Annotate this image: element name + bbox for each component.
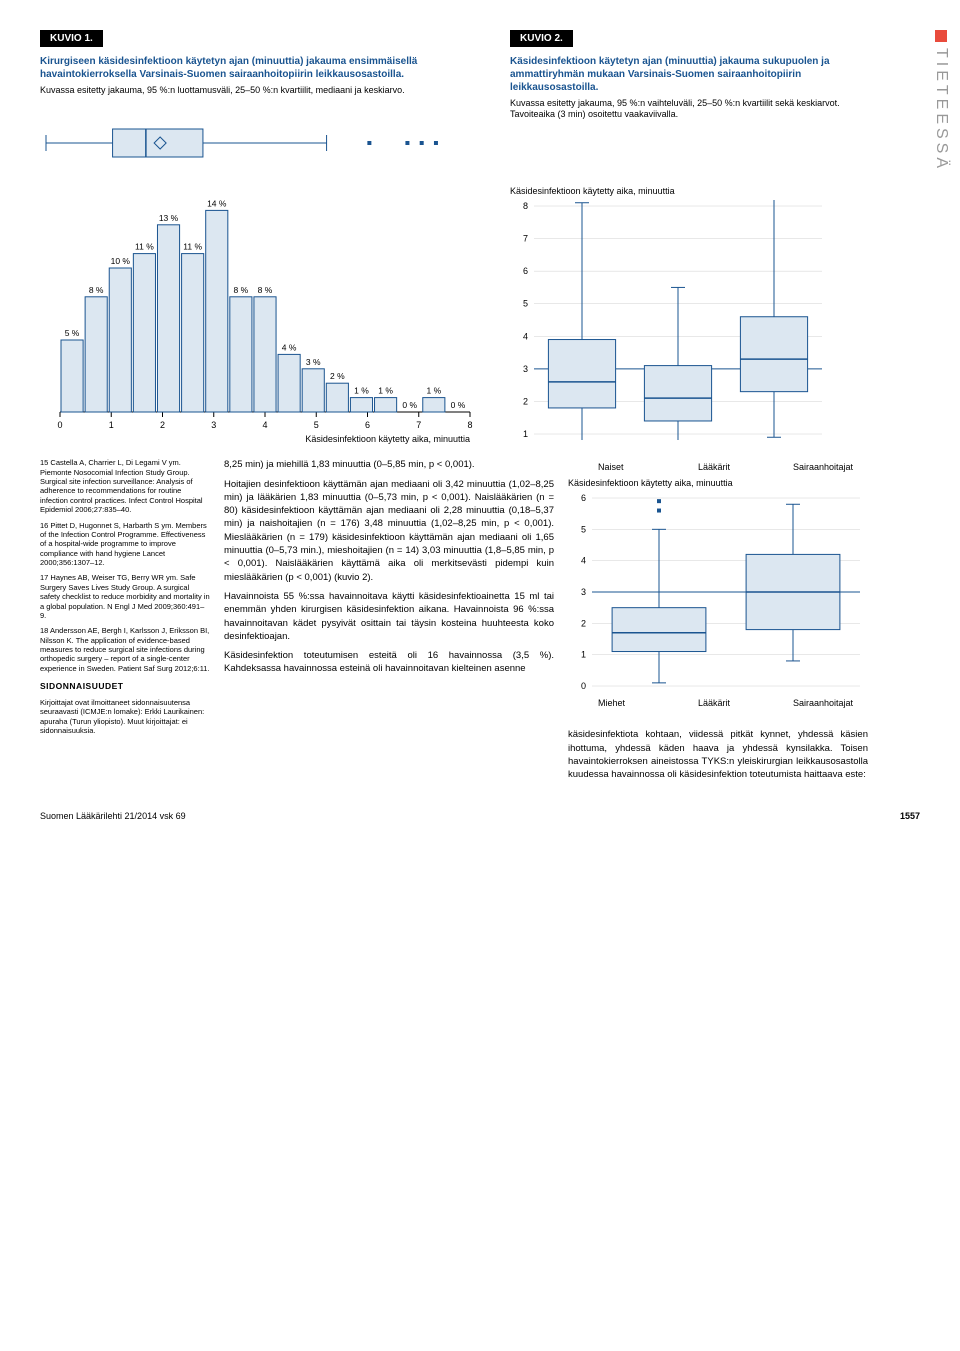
svg-text:2: 2 [581,619,586,629]
xlabel-sair-2: Sairaanhoitajat [793,698,854,708]
svg-text:10 %: 10 % [111,256,131,266]
svg-text:4: 4 [262,420,267,430]
body-paragraph: 8,25 min) ja miehillä 1,83 minuuttia (0–… [224,458,554,471]
svg-text:7: 7 [523,234,528,244]
svg-text:2: 2 [523,397,528,407]
kuvio1-boxplot [40,108,480,178]
svg-text:7: 7 [416,420,421,430]
svg-text:8 %: 8 % [89,285,104,295]
svg-text:0 %: 0 % [451,400,466,410]
svg-text:4: 4 [581,556,586,566]
row-label-miehet: Miehet [598,698,626,708]
barchart: 0 1 2 3 4 5 6 7 8 5 % 8 % 10 % 11 % 13 % 11 % 14 % 8 % 8 … [40,186,480,446]
main-text-column: 8,25 min) ja miehillä 1,83 minuuttia (0–… [224,458,554,781]
svg-text:13 %: 13 % [159,213,179,223]
footer-pagenum: 1557 [900,811,920,821]
kuvio1-label: KUVIO 1. [40,30,103,47]
panel-top-xlabels: Naiset Lääkärit Sairaanhoitajat [568,458,868,476]
svg-text:1: 1 [581,650,586,660]
svg-text:Käsidesinfektioon käytetty aik: Käsidesinfektioon käytetty aika, minuutt… [305,434,470,444]
xlabel-laakarit-1: Lääkärit [698,462,731,472]
references-column: 15 Castella A, Charrier L, Di Legami V y… [40,458,210,781]
kuvio2-label: KUVIO 2. [510,30,573,47]
svg-text:8 %: 8 % [258,285,273,295]
reference-item: 18 Andersson AE, Bergh I, Karlsson J, Er… [40,626,210,673]
xlabel-laakarit-2: Lääkärit [698,698,731,708]
section-tag: TIETEESSÄ [932,30,950,172]
panel-top-chart: 1 2 3 4 5 6 7 8 [510,200,830,440]
svg-text:11 %: 11 % [183,242,202,252]
svg-text:3: 3 [211,420,216,430]
panel-bottom-chart: 0 1 2 3 4 5 6 [568,492,868,692]
reference-item: 17 Haynes AB, Weiser TG, Berry WR ym. Sa… [40,573,210,620]
kuvio1-sub: Kuvassa esitetty jakauma, 95 %:n luottam… [40,85,480,96]
footer-left: Suomen Lääkärilehti 21/2014 vsk 69 [40,811,186,821]
reference-item: 16 Pittet D, Hugonnet S, Harbarth S ym. … [40,521,210,568]
body-paragraph: Käsidesinfektion toteutumisen esteitä ol… [224,649,554,676]
svg-text:8: 8 [523,201,528,211]
svg-text:11 %: 11 % [135,242,154,252]
svg-text:8: 8 [467,420,472,430]
svg-text:6: 6 [581,493,586,503]
svg-text:6: 6 [523,266,528,276]
svg-text:5 %: 5 % [65,328,80,338]
reference-item: 15 Castella A, Charrier L, Di Legami V y… [40,458,210,514]
kuvio2-sub: Kuvassa esitetty jakauma, 95 %:n vaihtel… [510,98,840,121]
svg-text:3: 3 [581,587,586,597]
svg-text:6: 6 [365,420,370,430]
sidonnaisuudet-body: Kirjoittajat ovat ilmoittaneet sidonnais… [40,698,210,736]
svg-text:4 %: 4 % [282,343,297,353]
svg-text:8 %: 8 % [234,285,249,295]
kuvio2-title: Käsidesinfektioon käytetyn ajan (minuutt… [510,55,840,94]
body-paragraph: Havainnoista 55 %:ssa havainnoitava käyt… [224,590,554,643]
svg-text:3 %: 3 % [306,357,321,367]
kuvio2-block: KUVIO 2. Käsidesinfektioon käytetyn ajan… [510,30,840,180]
svg-text:2: 2 [160,420,165,430]
svg-text:1: 1 [109,420,114,430]
sidonnaisuudet-heading: SIDONNAISUUDET [40,681,210,692]
panel-bottom-title: Käsidesinfektioon käytetty aika, minuutt… [568,478,868,488]
svg-text:0 %: 0 % [402,400,417,410]
svg-text:2 %: 2 % [330,371,345,381]
svg-text:3: 3 [523,364,528,374]
row-label-naiset: Naiset [598,462,624,472]
svg-text:14 %: 14 % [207,199,227,209]
svg-text:0: 0 [581,681,586,691]
svg-text:5: 5 [314,420,319,430]
svg-text:0: 0 [57,420,62,430]
svg-text:1 %: 1 % [426,386,441,396]
panel-top-title: Käsidesinfektioon käytetty aika, minuutt… [510,186,840,196]
svg-text:5: 5 [523,299,528,309]
panel-bottom-xlabels: Miehet Lääkärit Sairaanhoitajat [568,694,868,712]
body-paragraph: Hoitajien desinfektioon käyttämän ajan m… [224,478,554,584]
svg-text:5: 5 [581,525,586,535]
xlabel-sair-1: Sairaanhoitajat [793,462,854,472]
svg-text:1: 1 [523,429,528,439]
kuvio1-block: KUVIO 1. Kirurgiseen käsidesinfektioon k… [40,30,480,180]
kuvio1-title: Kirurgiseen käsidesinfektioon käytetyn a… [40,55,480,81]
right-continuation-text: käsidesinfektiota kohtaan, viidessä pitk… [568,728,868,781]
svg-text:4: 4 [523,332,528,342]
svg-text:1 %: 1 % [354,386,369,396]
svg-text:1 %: 1 % [378,386,393,396]
